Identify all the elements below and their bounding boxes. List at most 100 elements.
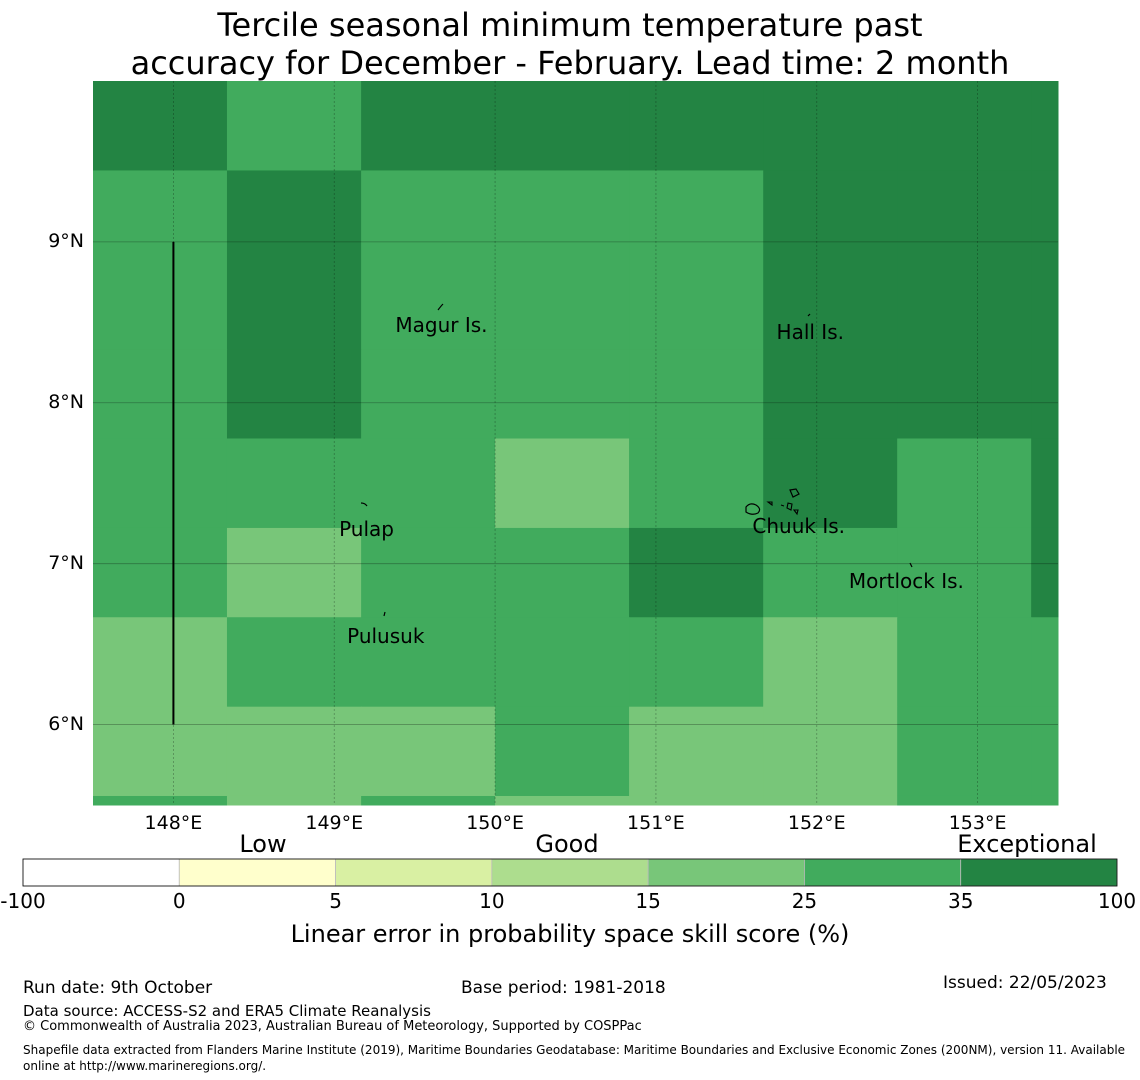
grid-cell bbox=[93, 438, 228, 529]
colorbar-tick-label: 15 bbox=[635, 889, 661, 913]
grid-cell bbox=[763, 170, 898, 350]
grid-cell bbox=[897, 438, 1032, 529]
grid-cell bbox=[361, 527, 496, 618]
grid-cell bbox=[226, 349, 362, 439]
colorbar-tick-label: 100 bbox=[1097, 889, 1137, 913]
colorbar-category-label: Good bbox=[535, 830, 599, 858]
grid-cell bbox=[495, 527, 630, 618]
grid-cell bbox=[226, 527, 362, 618]
colorbar-category-label: Exceptional bbox=[957, 830, 1097, 858]
grid-cell bbox=[897, 349, 1032, 439]
colorbar-tick-label: 35 bbox=[947, 889, 974, 913]
grid-cell bbox=[361, 617, 496, 708]
latitude-tick-label: 8°N bbox=[48, 390, 84, 413]
longitude-tick-label: 148°E bbox=[144, 812, 203, 834]
grid-cell bbox=[763, 706, 898, 797]
base-period: Base period: 1981-2018 bbox=[461, 978, 666, 998]
colorbar-segment bbox=[178, 858, 336, 887]
island-outline bbox=[909, 562, 913, 568]
colorbar-axis-label: Linear error in probability space skill … bbox=[290, 920, 850, 948]
run-date: Run date: 9th October bbox=[23, 978, 213, 998]
grid-cell bbox=[361, 81, 496, 171]
colorbar-frame bbox=[22, 858, 1118, 887]
island-outline bbox=[789, 488, 800, 498]
issued-date: Issued: 22/05/2023 bbox=[943, 973, 1107, 993]
island-outline bbox=[360, 502, 368, 507]
data-source: Data source: ACCESS-S2 and ERA5 Climate … bbox=[23, 1002, 431, 1020]
place-label: Hall Is. bbox=[776, 319, 844, 344]
grid-cell bbox=[763, 527, 898, 618]
grid-cell bbox=[629, 349, 764, 439]
latitude-tick-label: 7°N bbox=[48, 551, 84, 574]
island-outline bbox=[745, 503, 761, 515]
colorbar-tick-label: 25 bbox=[791, 889, 818, 913]
grid-cell bbox=[226, 795, 362, 806]
colorbar-segment bbox=[804, 858, 962, 887]
grid-cell bbox=[93, 617, 228, 708]
grid-cell bbox=[361, 349, 496, 439]
grid-cell bbox=[361, 170, 496, 350]
title-line-1: Tercile seasonal minimum temperature pas… bbox=[217, 6, 923, 44]
grid-cell bbox=[897, 170, 1032, 350]
grid-cell bbox=[226, 617, 362, 708]
grid-cell bbox=[93, 706, 228, 797]
grid-cell bbox=[1031, 617, 1059, 708]
colorbar-tick-label: 0 bbox=[172, 889, 186, 913]
grid-cell bbox=[495, 170, 630, 350]
colorbar-segment bbox=[960, 858, 1118, 887]
grid-cell bbox=[629, 527, 764, 618]
colorbar-tick-label: 10 bbox=[479, 889, 505, 913]
place-label: Mortlock Is. bbox=[848, 568, 964, 593]
grid-cell bbox=[93, 170, 228, 350]
grid-cell bbox=[1031, 706, 1059, 797]
grid-cell bbox=[495, 795, 630, 806]
title-line-2: accuracy for December - February. Lead t… bbox=[130, 44, 1010, 82]
coastlines bbox=[360, 303, 913, 617]
colorbar-segment bbox=[491, 858, 649, 887]
grid-cell bbox=[1031, 170, 1059, 350]
colorbar-category-label: Low bbox=[239, 830, 287, 858]
longitude-tick-label: 151°E bbox=[627, 812, 685, 834]
grid-cell bbox=[226, 170, 362, 350]
chart-title: Tercile seasonal minimum temperature pas… bbox=[0, 6, 1140, 82]
place-label: Magur Is. bbox=[395, 313, 488, 338]
grid-cell bbox=[1031, 81, 1059, 171]
grid-cell bbox=[1031, 795, 1059, 806]
grid-cell bbox=[495, 349, 630, 439]
grid-cell bbox=[763, 795, 898, 806]
grid-cell bbox=[763, 617, 898, 708]
grid-cell bbox=[629, 438, 764, 529]
grid-cell bbox=[1031, 527, 1059, 618]
grid-cell bbox=[897, 527, 1032, 618]
longitude-tick-label: 153°E bbox=[948, 812, 1007, 834]
grid-cell bbox=[93, 795, 228, 806]
grid-cell bbox=[495, 438, 630, 529]
grid-cell bbox=[226, 81, 362, 171]
longitude-tick-label: 150°E bbox=[466, 812, 524, 834]
shapefile-credit-line-1: Shapefile data extracted from Flanders M… bbox=[23, 1043, 1126, 1057]
island-outline bbox=[766, 501, 799, 516]
shapefile-credit-line-2: online at http://www.marineregions.org/. bbox=[23, 1059, 267, 1073]
grid-cell bbox=[1031, 438, 1059, 529]
grid-cell bbox=[361, 706, 496, 797]
grid-cell bbox=[897, 795, 1032, 806]
grid-cell bbox=[629, 617, 764, 708]
grid-cell bbox=[629, 706, 764, 797]
island-outline bbox=[383, 611, 386, 617]
grid-cell bbox=[361, 795, 496, 806]
longitude-tick-label: 152°E bbox=[787, 812, 846, 834]
island-outline bbox=[437, 303, 444, 311]
grid-cell bbox=[629, 795, 764, 806]
latitude-tick-label: 6°N bbox=[48, 712, 84, 735]
longitude-tick-label: 149°E bbox=[305, 812, 364, 834]
grid-cell bbox=[495, 81, 630, 171]
latitude-tick-label: 9°N bbox=[48, 229, 84, 252]
grid-cell bbox=[629, 170, 764, 350]
skill-grid bbox=[93, 81, 1059, 806]
grid-cell bbox=[495, 706, 630, 797]
colorbar-tick-label: -100 bbox=[0, 889, 46, 913]
colorbar bbox=[22, 858, 1118, 887]
copyright: © Commonwealth of Australia 2023, Austra… bbox=[23, 1019, 642, 1034]
grid-cell bbox=[93, 81, 228, 171]
